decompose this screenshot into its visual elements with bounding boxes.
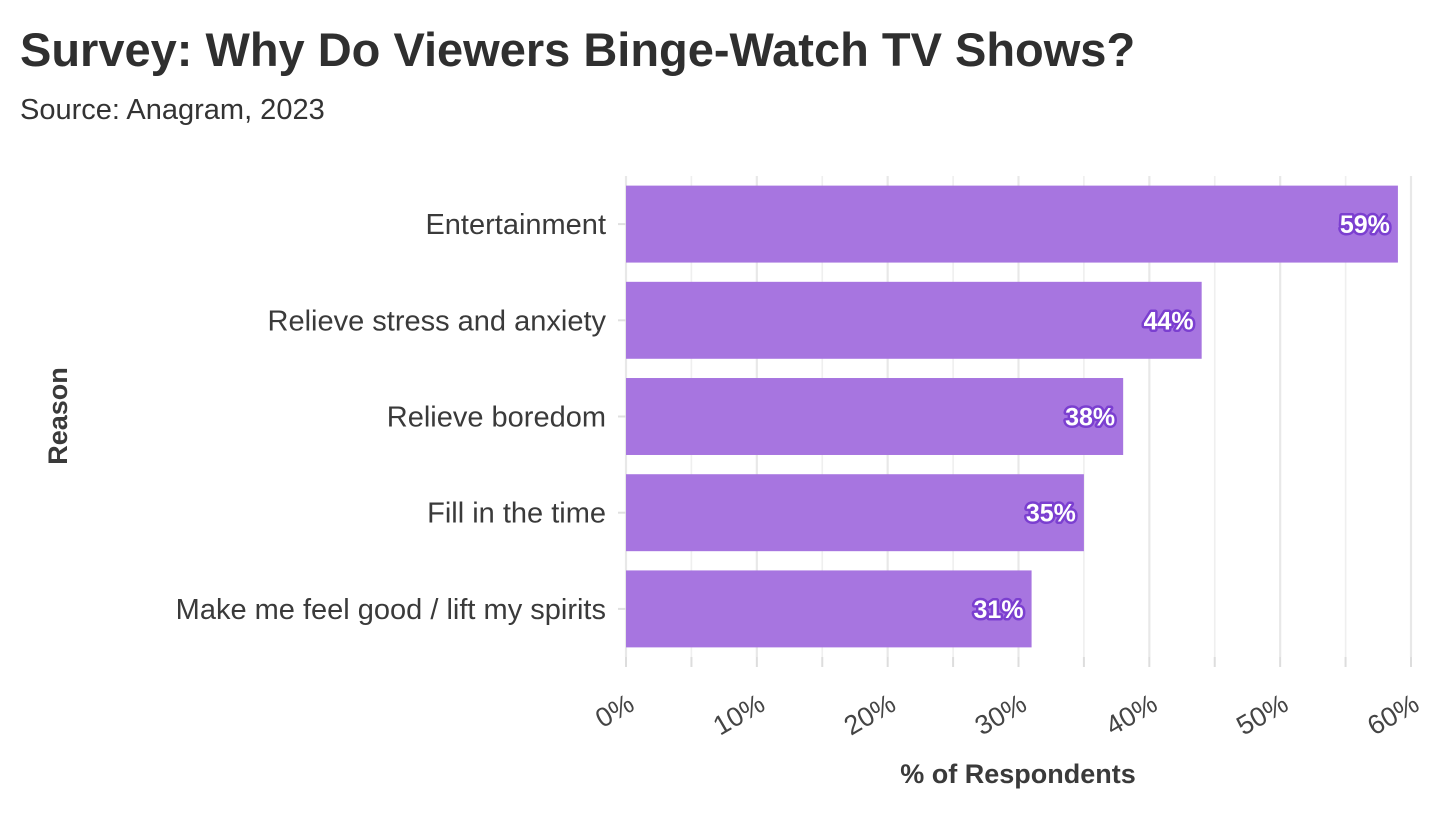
- data-label: 38%: [1065, 404, 1115, 432]
- x-tick-label: 30%: [970, 688, 1032, 741]
- y-axis-title: Reason: [43, 367, 73, 465]
- x-tick-label: 60%: [1362, 688, 1424, 741]
- x-tick-label: 20%: [839, 688, 901, 741]
- category-label: Relieve stress and anxiety: [268, 305, 607, 337]
- data-label: 59%: [1340, 211, 1390, 239]
- x-axis-title: % of Respondents: [900, 759, 1136, 789]
- category-label: Relieve boredom: [387, 402, 606, 434]
- data-label: 35%: [1026, 500, 1076, 528]
- data-label: 44%: [1144, 307, 1194, 335]
- x-tick-label: 0%: [590, 688, 639, 733]
- x-tick-label: 10%: [708, 688, 770, 741]
- bar: [626, 185, 1398, 263]
- bar: [626, 378, 1124, 455]
- category-label: Fill in the time: [427, 498, 606, 530]
- category-label: Entertainment: [425, 209, 606, 241]
- x-tick-label: 40%: [1101, 688, 1163, 741]
- x-tick-label: 50%: [1231, 688, 1293, 741]
- bar: [626, 281, 1202, 359]
- category-label: Make me feel good / lift my spirits: [176, 594, 606, 626]
- bars: [626, 185, 1398, 648]
- chart-subtitle: Source: Anagram, 2023: [20, 94, 325, 126]
- chart-title: Survey: Why Do Viewers Binge-Watch TV Sh…: [20, 23, 1136, 76]
- bar: [626, 570, 1032, 648]
- data-label: 31%: [974, 596, 1024, 624]
- data-labels: 59% 44% 38% 35% 31%: [971, 209, 1392, 627]
- category-labels: Entertainment Relieve stress and anxiety R…: [176, 209, 607, 626]
- bar: [626, 474, 1084, 552]
